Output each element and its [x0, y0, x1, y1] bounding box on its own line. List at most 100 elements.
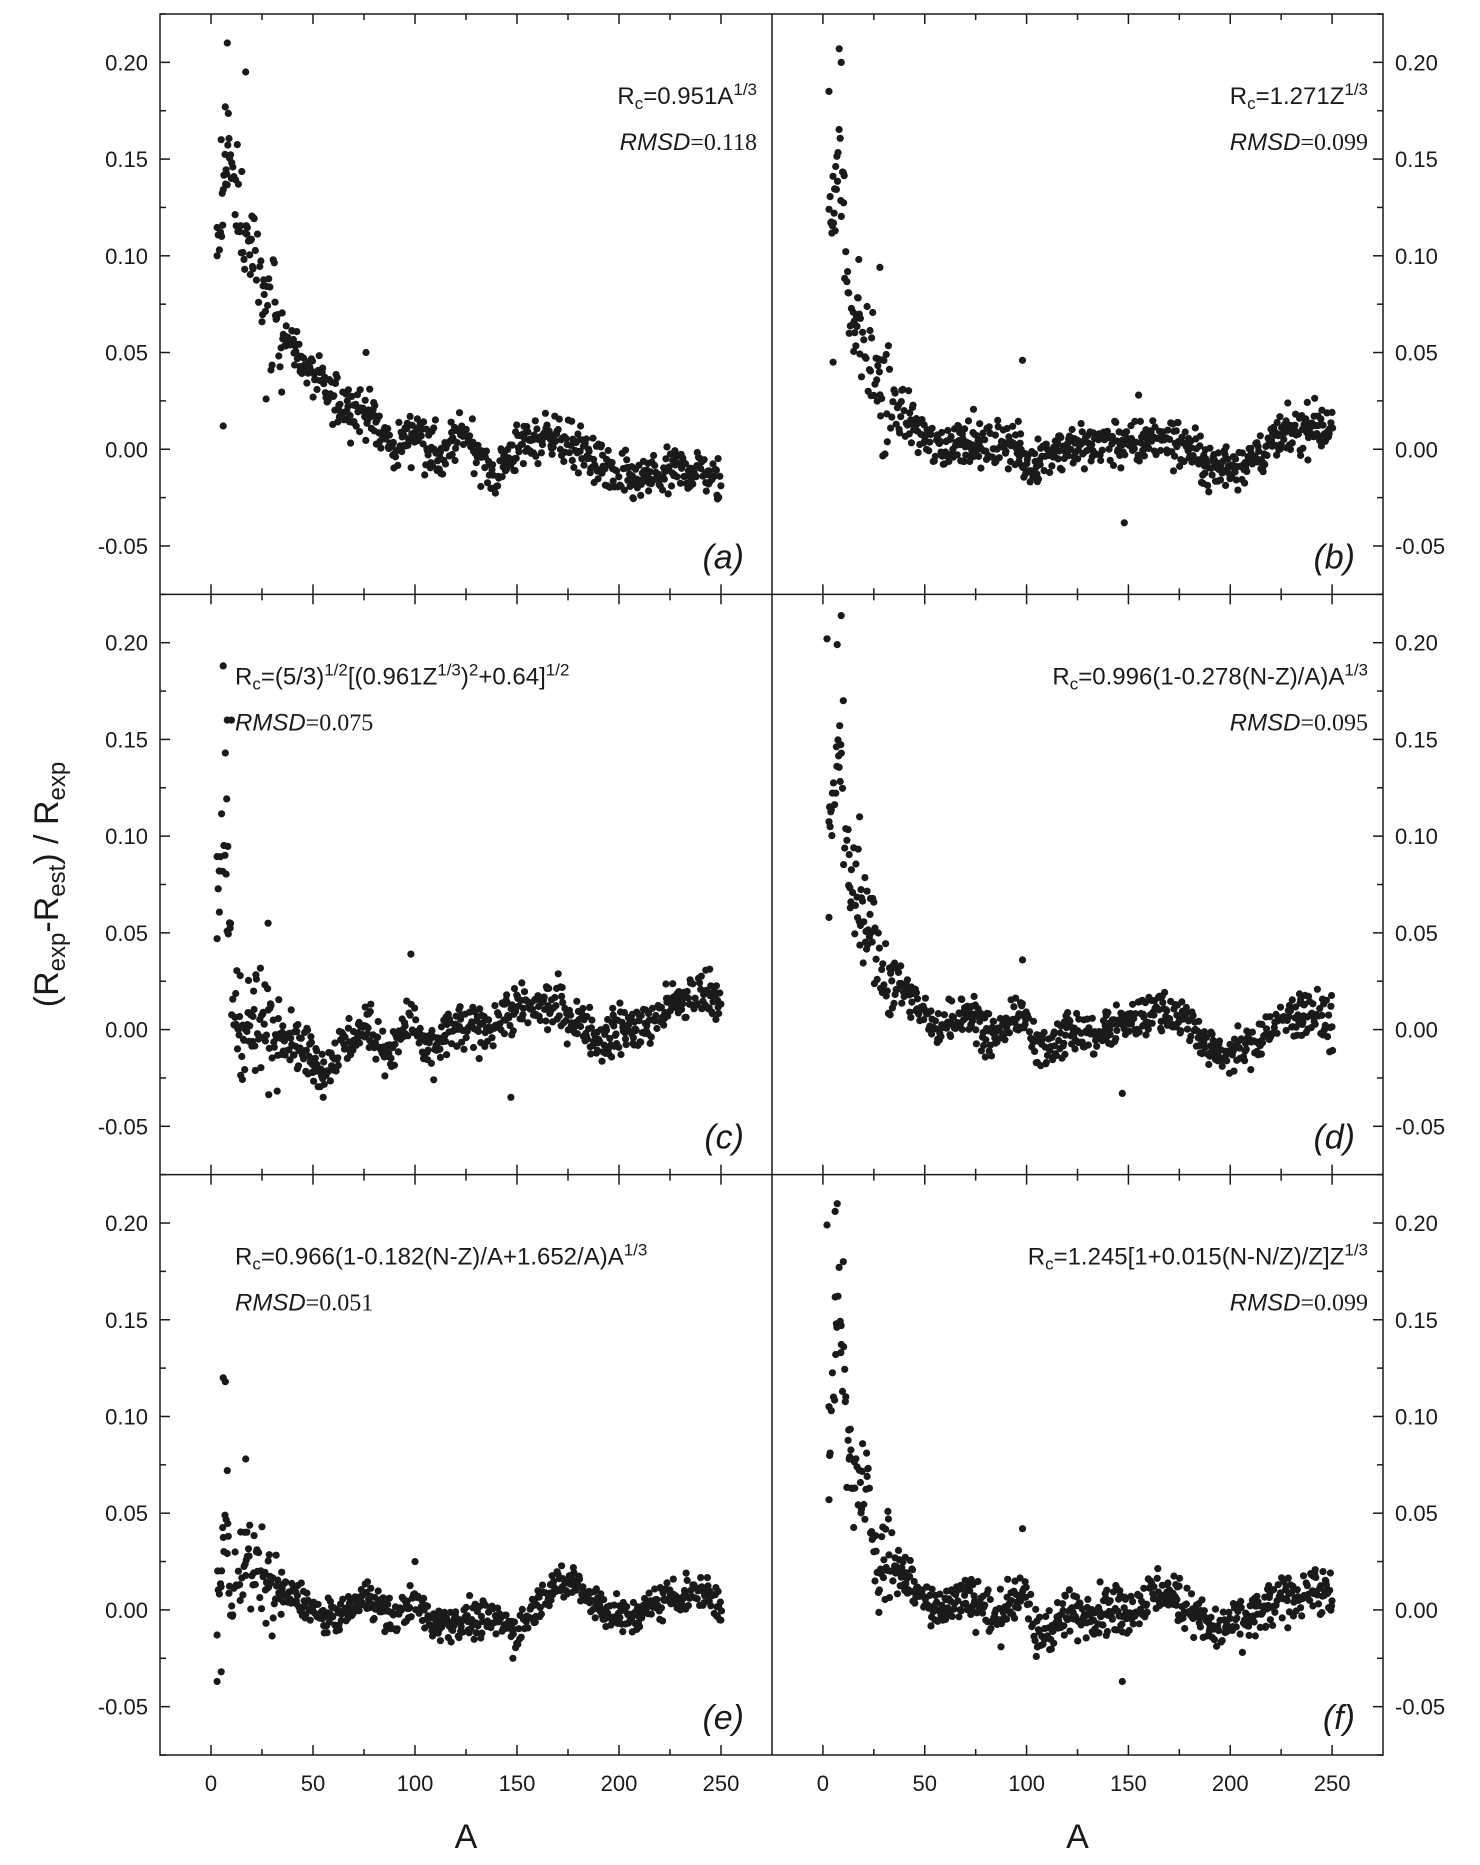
data-point [219, 1524, 227, 1532]
data-point [536, 1016, 544, 1025]
data-point [320, 380, 328, 388]
data-point [243, 1528, 251, 1536]
data-point [596, 1601, 604, 1609]
data-point [370, 1614, 378, 1623]
data-point [1085, 1024, 1093, 1032]
data-point [858, 1467, 866, 1475]
data-point [1284, 1624, 1292, 1632]
data-point [891, 389, 899, 397]
data-point [307, 1038, 315, 1046]
data-point [1135, 1028, 1143, 1036]
data-point [608, 459, 616, 467]
data-point [270, 259, 278, 267]
data-point [361, 396, 369, 404]
data-point [362, 348, 370, 357]
data-point [1008, 1597, 1016, 1605]
data-point [863, 887, 871, 895]
data-point [264, 1557, 272, 1565]
data-point [1328, 408, 1336, 416]
data-point [852, 1455, 860, 1463]
data-point [1284, 399, 1292, 407]
data-point [663, 1579, 671, 1587]
data-point [660, 475, 668, 483]
y-tick-label: 0.15 [105, 1308, 148, 1333]
data-point [550, 1577, 558, 1585]
data-point [623, 1603, 631, 1611]
data-point [926, 438, 934, 446]
data-point [1014, 417, 1022, 425]
y-tick-label: 0.05 [105, 1501, 148, 1526]
data-point [1150, 1011, 1158, 1019]
data-point [250, 987, 258, 995]
data-point [256, 262, 264, 271]
data-point [295, 340, 303, 348]
data-point [256, 1594, 264, 1602]
data-point [1234, 1022, 1242, 1030]
data-point [570, 463, 578, 472]
data-point [282, 322, 290, 330]
data-point [926, 1591, 934, 1599]
data-point [1202, 1033, 1211, 1041]
data-point [257, 1064, 265, 1072]
data-point [1236, 1044, 1244, 1052]
data-point [620, 486, 629, 494]
data-point [249, 265, 257, 273]
data-point [583, 1035, 592, 1043]
data-point [1150, 1583, 1158, 1591]
data-point [995, 1026, 1003, 1034]
data-point [1276, 413, 1284, 421]
data-point [262, 395, 270, 403]
data-point [882, 940, 890, 948]
data-point [823, 635, 831, 643]
rmsd-b: RMSD=0.099 [1230, 129, 1368, 156]
data-point [372, 1055, 380, 1063]
panel-c: Rc=(5/3)1/2[(0.961Z1/3)2+0.64]1/2 RMSD=0.… [213, 660, 744, 1157]
data-point [591, 1614, 599, 1622]
data-point [334, 1061, 342, 1069]
data-point [542, 1017, 550, 1025]
data-point [1255, 447, 1263, 455]
data-point [1250, 1618, 1258, 1626]
data-point [481, 1601, 489, 1609]
data-point [494, 482, 502, 490]
data-point [870, 898, 878, 906]
x-tick-label: 150 [499, 1771, 536, 1796]
data-point [894, 1546, 903, 1554]
data-point [991, 431, 1000, 439]
scatter-series-e [213, 1374, 726, 1686]
data-point [297, 1034, 305, 1042]
data-point [234, 1025, 242, 1034]
data-point [660, 1021, 668, 1029]
data-point [215, 908, 223, 916]
data-point [1135, 391, 1143, 399]
data-point [385, 431, 393, 439]
data-point [1267, 436, 1276, 444]
data-point [608, 1053, 616, 1061]
data-point [1140, 1013, 1148, 1021]
data-point [246, 1521, 254, 1529]
data-point [857, 373, 866, 381]
data-point [1096, 1578, 1104, 1586]
x-axis-title-right: A [1066, 1818, 1089, 1856]
data-point [669, 980, 677, 988]
data-point [1025, 1600, 1034, 1608]
data-point [637, 491, 645, 499]
data-point [1319, 421, 1327, 429]
data-point [278, 388, 286, 396]
data-point [972, 1026, 980, 1034]
data-point [224, 109, 232, 117]
data-point [836, 722, 844, 730]
data-point [1077, 420, 1085, 428]
data-point [537, 1610, 546, 1618]
data-point [877, 412, 885, 420]
data-point [958, 995, 966, 1004]
data-point [637, 1038, 645, 1046]
data-point [412, 1016, 420, 1024]
data-point [659, 486, 667, 494]
data-point [274, 1576, 282, 1584]
data-point [261, 1037, 269, 1045]
data-point [519, 1011, 527, 1019]
data-point [243, 230, 251, 238]
data-point [835, 125, 843, 134]
data-point [1125, 1027, 1133, 1035]
